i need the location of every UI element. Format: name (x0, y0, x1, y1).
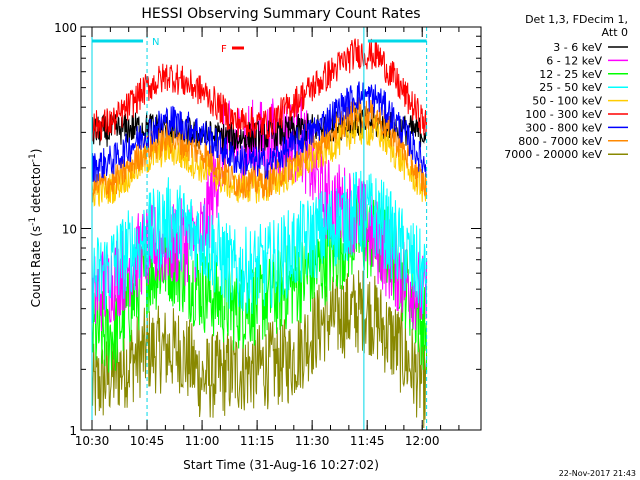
legend-label-8: 7000 - 20000 keV (504, 148, 602, 161)
legend-label-1: 6 - 12 keV (546, 54, 602, 67)
y-axis-label-sup: -1 (28, 217, 38, 226)
legend-label-6: 300 - 800 keV (525, 121, 602, 134)
y-axis-label-part: detector (29, 162, 43, 217)
x-tick-label: 10:45 (130, 434, 165, 448)
y-axis-label-part: ) (29, 149, 43, 154)
x-tick-label: 11:00 (185, 434, 220, 448)
legend-header-1: Det 1,3, FDecim 1, (525, 13, 628, 26)
legend-label-4: 50 - 100 keV (532, 95, 602, 108)
legend-label-0: 3 - 6 keV (553, 41, 602, 54)
series-line-5 (91, 38, 428, 142)
y-axis-label: Count Rate (s-1 detector-1) (28, 149, 43, 308)
x-tick-label: 10:30 (75, 434, 110, 448)
legend-label-5: 100 - 300 keV (525, 108, 602, 121)
x-tick-label: 11:45 (350, 434, 385, 448)
series-group (91, 38, 428, 429)
legend-header-2: Att 0 (602, 26, 628, 39)
y-tick-label: 10 (62, 223, 77, 237)
series-line-6 (91, 81, 428, 183)
y-tick-label: 1 (69, 424, 77, 438)
x-tick-label: 11:30 (295, 434, 330, 448)
x-tick-label: 12:00 (405, 434, 440, 448)
legend-label-7: 800 - 7000 keV (518, 135, 602, 148)
y-tick-label: 100 (54, 21, 77, 35)
series-line-8 (91, 270, 428, 429)
footer-date: 22-Nov-2017 21:43 (559, 469, 636, 478)
series-line-4 (91, 113, 428, 207)
x-tick-label: 11:15 (240, 434, 275, 448)
legend-label-3: 25 - 50 keV (539, 81, 602, 94)
x-axis-label: Start Time (31-Aug-16 10:27:02) (183, 458, 379, 472)
chart-title: HESSI Observing Summary Count Rates (141, 6, 420, 22)
attenuator-flag-label: F (221, 44, 227, 55)
series-line-3 (91, 170, 428, 324)
y-axis-label-sup: -1 (28, 153, 38, 162)
plot-area: N F 10:30 10:45 11:00 11:15 11:30 11:45 12:00 1 10… (54, 21, 482, 448)
y-axis-label-part: Count Rate (s (29, 226, 43, 308)
night-flag-label: N (152, 37, 159, 48)
legend-label-2: 12 - 25 keV (539, 68, 602, 81)
